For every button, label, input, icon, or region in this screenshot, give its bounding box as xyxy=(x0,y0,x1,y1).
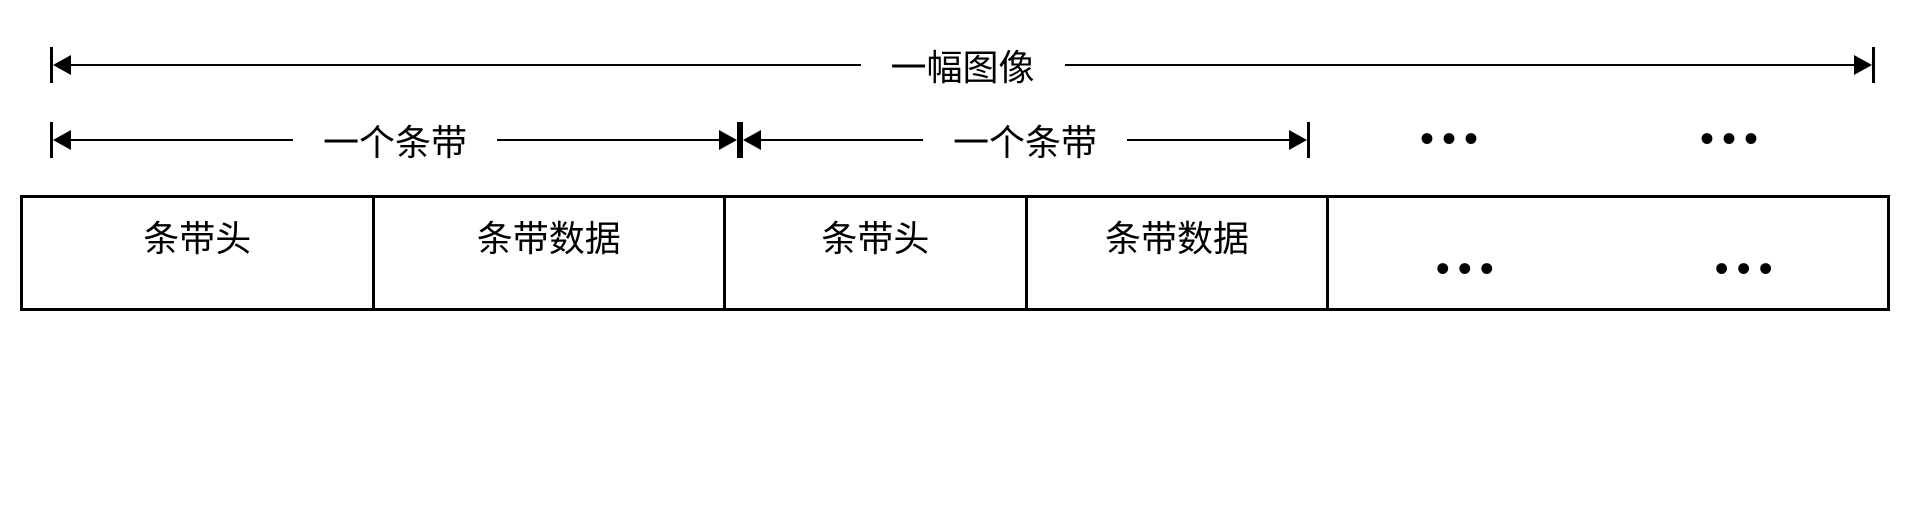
mid-arrow-row: 一个条带 一个条带 ••• ••• xyxy=(20,110,1890,170)
structure-diagram: 一幅图像 一个条带 一个条带 ••• ••• 条带头 xyxy=(20,40,1890,311)
arrow-end-bar xyxy=(1307,122,1310,158)
cell-dots: ••• ••• xyxy=(1329,198,1887,308)
top-arrow-row: 一幅图像 xyxy=(20,40,1890,90)
cell-dots-1: ••• xyxy=(1436,245,1502,292)
mid-arrow-1-label: 一个条带 xyxy=(293,114,497,166)
arrow-head-left-icon xyxy=(53,130,71,150)
arrow-head-left-icon xyxy=(743,130,761,150)
cell-strip-header-1: 条带头 xyxy=(23,198,375,308)
arrow-line xyxy=(1065,64,1855,66)
mid-dots-2: ••• xyxy=(1700,115,1766,162)
top-arrow: 一幅图像 xyxy=(50,40,1875,90)
mid-arrow-1: 一个条带 xyxy=(50,110,740,170)
mid-arrow-2: 一个条带 xyxy=(740,110,1310,170)
arrow-head-left-icon xyxy=(53,55,71,75)
arrow-head-right-icon xyxy=(719,130,737,150)
top-arrow-label: 一幅图像 xyxy=(861,39,1065,91)
arrow-line xyxy=(497,139,719,141)
arrow-head-right-icon xyxy=(1289,130,1307,150)
cell-strip-data-2: 条带数据 xyxy=(1028,198,1330,308)
arrow-line xyxy=(71,64,861,66)
mid-dots-1: ••• xyxy=(1420,115,1486,162)
cell-dots-2: ••• xyxy=(1715,245,1781,292)
arrow-head-right-icon xyxy=(1854,55,1872,75)
strip-table: 条带头 条带数据 条带头 条带数据 ••• ••• xyxy=(20,195,1890,311)
arrow-line xyxy=(761,139,923,141)
cell-strip-header-2: 条带头 xyxy=(726,198,1028,308)
arrow-line xyxy=(71,139,293,141)
arrow-end-bar xyxy=(1872,47,1875,83)
cell-strip-data-1: 条带数据 xyxy=(375,198,727,308)
mid-arrow-2-label: 一个条带 xyxy=(923,114,1127,166)
arrow-line xyxy=(1127,139,1289,141)
